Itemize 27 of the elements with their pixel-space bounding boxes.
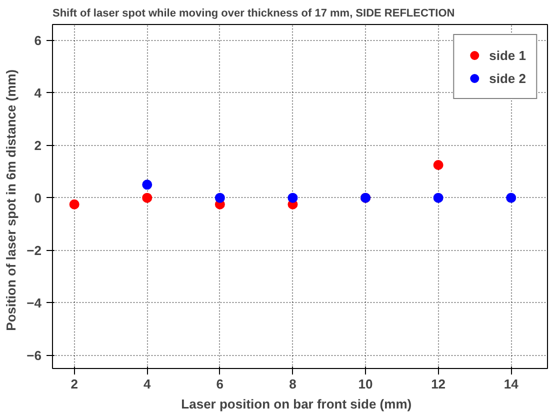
point <box>142 192 152 203</box>
y-tick-label: 4 <box>34 85 42 100</box>
y-tick-label: −4 <box>26 295 42 310</box>
y-tick-label: −6 <box>26 348 42 363</box>
x-tick-label: 6 <box>216 376 224 392</box>
x-tick-label: 10 <box>358 376 373 392</box>
point <box>69 199 80 210</box>
y-tick-label: 6 <box>34 32 42 48</box>
point <box>433 192 444 203</box>
legend-label: side 2 <box>489 70 526 86</box>
x-tick-label: 14 <box>504 376 520 392</box>
point <box>288 192 298 203</box>
chart-title: Shift of laser spot while moving over thickness of 17 mm, SIDE REFLECTION <box>52 8 455 20</box>
x-tick-label: 12 <box>431 376 446 392</box>
x-tick-label: 8 <box>289 376 296 392</box>
x-axis-title: Laser position on bar front side (mm) <box>181 396 412 412</box>
x-tick-label: 4 <box>144 376 152 392</box>
point <box>142 180 152 190</box>
y-axis-title: Position of laser spot in 6m distance (mm) <box>4 69 19 331</box>
point <box>433 160 444 170</box>
y-tick-label: −2 <box>26 242 42 258</box>
point <box>506 192 516 203</box>
y-tick-label: 2 <box>34 138 42 153</box>
y-tick-label: 0 <box>34 190 42 206</box>
point <box>214 192 225 203</box>
legend-label: side 1 <box>489 48 526 62</box>
x-tick-label: 2 <box>70 376 78 392</box>
